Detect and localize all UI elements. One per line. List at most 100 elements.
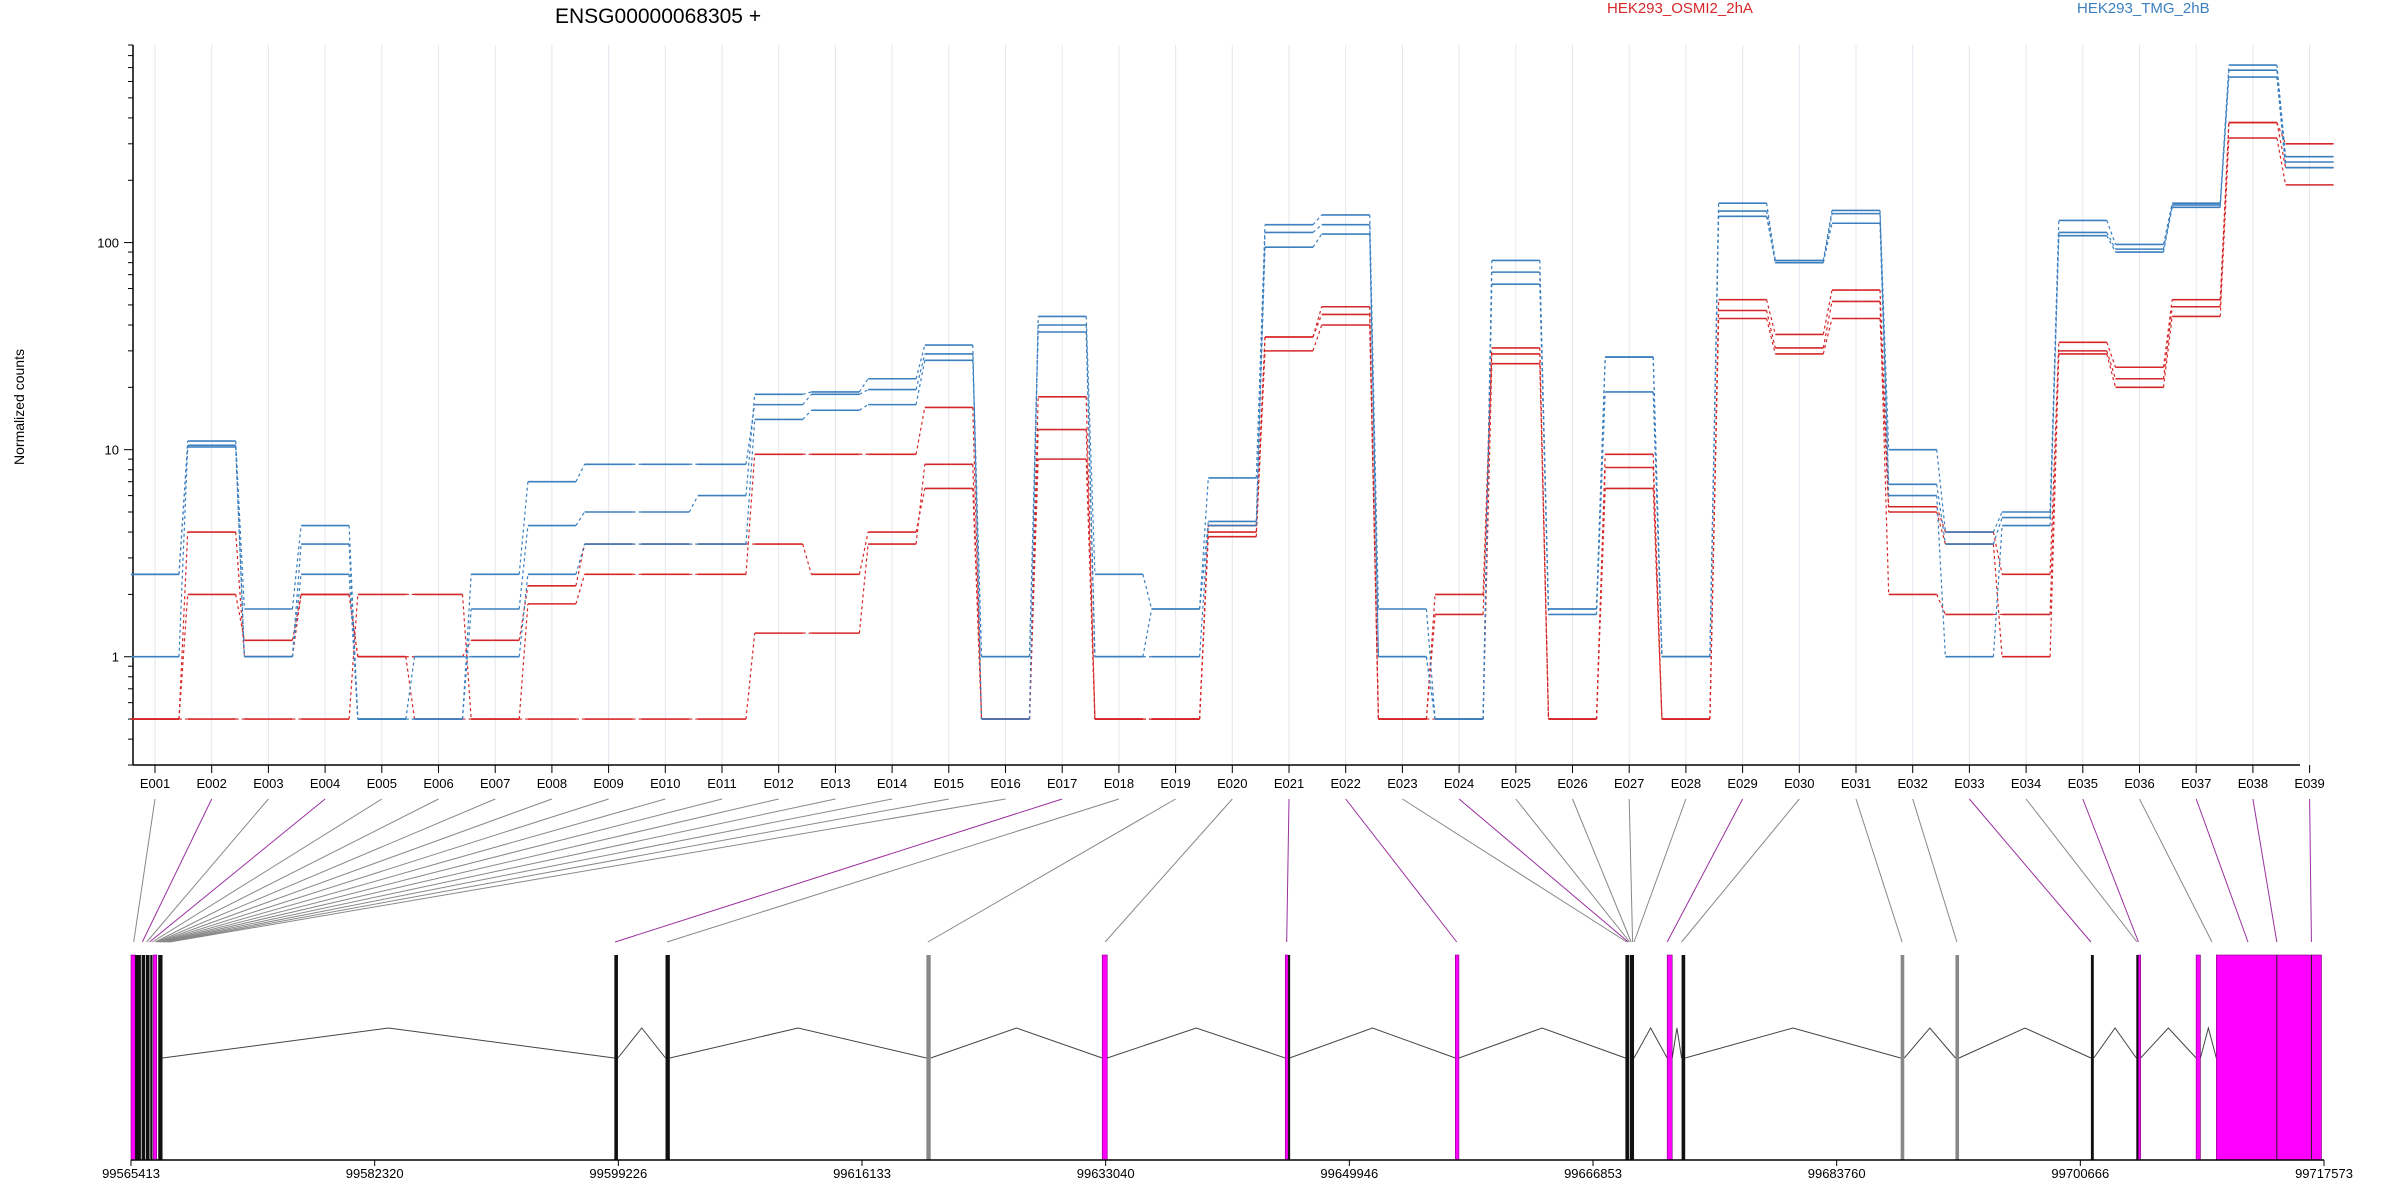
exon-block: [1288, 955, 1291, 1160]
data-connector: [859, 404, 869, 411]
exon-connector-line: [141, 798, 213, 943]
data-connector: [915, 464, 926, 545]
x-tick-label: E018: [1104, 776, 1134, 791]
x-tick-label: E030: [1784, 776, 1814, 791]
x-tick-label: E035: [2068, 776, 2098, 791]
data-connector: [1369, 324, 1379, 720]
exon-block: [1666, 954, 1673, 1161]
exon-connector-line: [2082, 798, 2139, 943]
y-axis-label: Normalized counts: [11, 349, 27, 465]
data-connector: [518, 525, 529, 610]
data-connector: [348, 594, 359, 720]
data-connector: [1028, 316, 1039, 720]
exon-connector-line: [166, 798, 893, 943]
x-tick-label: E036: [2124, 776, 2154, 791]
data-connector: [1766, 203, 1776, 261]
x-tick-label: E001: [140, 776, 170, 791]
intron-line: [669, 1027, 927, 1059]
exon-connector-line: [165, 798, 836, 943]
gene-model: [130, 954, 2322, 1161]
data-connector: [1652, 488, 1663, 720]
data-connector: [1822, 223, 1833, 263]
data-connector: [575, 574, 586, 605]
data-connector: [1936, 506, 1946, 533]
data-connector: [1369, 234, 1379, 657]
x-tick-label: E039: [2294, 776, 2324, 791]
data-connector: [348, 574, 359, 720]
data-connector: [1425, 656, 1436, 720]
data-connector: [745, 394, 756, 496]
x-tick-label: E016: [990, 776, 1020, 791]
data-connector: [291, 525, 302, 610]
data-connector: [575, 511, 586, 526]
data-connector: [1199, 477, 1209, 610]
exon-connector-line: [162, 798, 723, 943]
data-connector: [1255, 247, 1266, 526]
exon-block: [130, 954, 136, 1161]
data-connector: [2106, 353, 2117, 388]
intron-line: [1958, 1027, 2092, 1059]
data-connector: [745, 419, 756, 545]
x-tick-label: E010: [650, 776, 680, 791]
data-connector: [1595, 488, 1606, 720]
intron-line: [1671, 1027, 1683, 1059]
data-connector: [1312, 314, 1323, 338]
data-connector: [2219, 122, 2230, 307]
data-connector: [915, 407, 926, 455]
exon-connector-line: [152, 798, 383, 943]
data-connector: [1539, 363, 1550, 720]
data-connector: [802, 409, 812, 420]
data-connector: [858, 531, 869, 575]
y-tick-label: 10: [105, 443, 119, 458]
x-tick-label: E006: [423, 776, 453, 791]
x-tick-label: E002: [197, 776, 227, 791]
data-connector: [2106, 235, 2117, 253]
data-connector: [1482, 347, 1493, 595]
x-tick-label: E008: [537, 776, 567, 791]
data-connector: [1595, 357, 1606, 610]
data-connector: [2219, 65, 2230, 204]
data-connector: [745, 633, 756, 720]
data-connector: [1936, 449, 1946, 533]
data-connector: [518, 481, 529, 575]
genomic-tick-label: 99717573: [2295, 1166, 2353, 1181]
series-HEK293_OSMI2_2hA: [131, 121, 2334, 720]
genomic-tick-label: 99582320: [346, 1166, 404, 1181]
x-tick-label: E011: [707, 776, 736, 791]
data-connector: [1766, 318, 1776, 355]
exon-block: [1284, 954, 1289, 1161]
data-connector: [2049, 353, 2060, 657]
exon-connector-line: [1345, 798, 1458, 943]
data-connector: [1312, 233, 1323, 248]
exon-connector-line: [614, 798, 1063, 943]
intron-line: [2140, 1027, 2197, 1059]
genomic-tick-label: 99565413: [102, 1166, 160, 1181]
data-connector: [1482, 353, 1493, 615]
x-tick-label: E020: [1217, 776, 1247, 791]
intron-line: [1107, 1027, 1286, 1059]
intron-line: [1633, 1026, 1668, 1059]
data-connector: [235, 441, 245, 610]
data-connector: [291, 594, 302, 657]
exon-connector-line: [1458, 798, 1629, 943]
data-connector: [1936, 495, 1946, 657]
data-connector: [1482, 284, 1493, 720]
series-lines: [131, 64, 2334, 720]
data-connector: [178, 532, 189, 720]
x-tick-label: E014: [877, 776, 907, 791]
data-connector: [972, 345, 983, 720]
data-connector: [2276, 137, 2287, 185]
data-connector: [1312, 214, 1323, 226]
data-connector: [802, 391, 812, 395]
exon-connector-line: [1572, 798, 1632, 943]
data-connector: [1822, 301, 1833, 349]
data-connector: [1595, 391, 1606, 615]
exon-connector-line: [1104, 798, 1233, 943]
data-connector: [802, 393, 812, 406]
data-connector: [405, 656, 416, 720]
data-connector: [2106, 350, 2117, 379]
data-connector: [859, 389, 869, 395]
genomic-tick-label: 99700666: [2051, 1166, 2109, 1181]
data-connector: [575, 543, 586, 575]
